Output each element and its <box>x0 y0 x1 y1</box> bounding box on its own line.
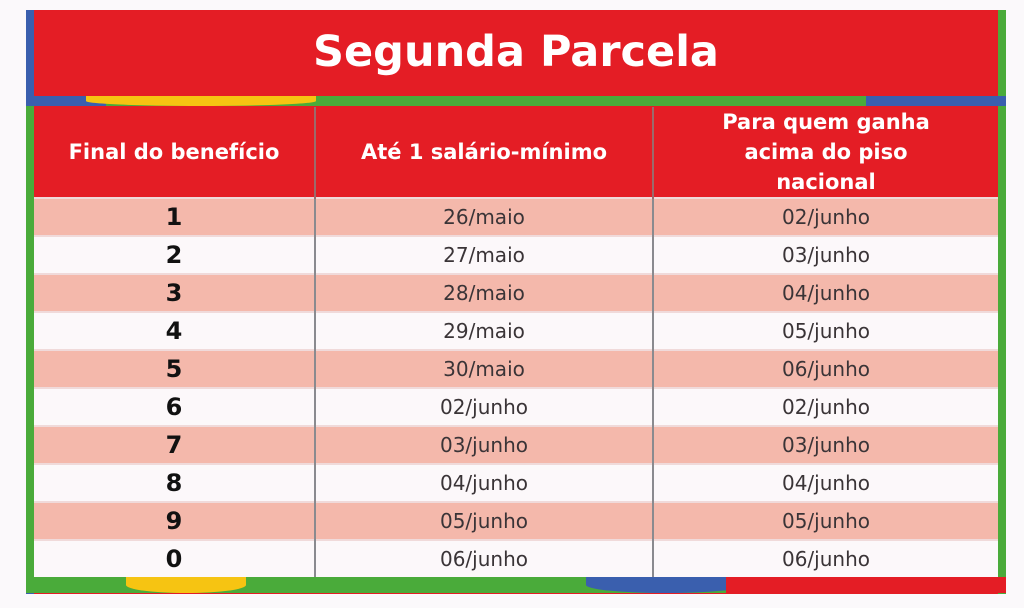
final-digit: 9 <box>34 501 316 540</box>
right-stripe <box>998 10 1006 594</box>
date-acima-piso: 02/junho <box>653 387 998 426</box>
date-ate-1-salario: 04/junho <box>315 463 654 502</box>
date-acima-piso: 04/junho <box>653 273 998 312</box>
date-ate-1-salario: 03/junho <box>315 425 654 464</box>
date-acima-piso: 03/junho <box>653 425 998 464</box>
header-row: Final do benefício Até 1 salário-mínimo … <box>34 107 998 198</box>
page-title: Segunda Parcela <box>313 27 719 77</box>
date-ate-1-salario: 05/junho <box>315 501 654 540</box>
table-row: 1 26/maio 02/junho <box>34 197 998 236</box>
table-row: 7 03/junho 03/junho <box>34 425 998 464</box>
final-digit: 0 <box>34 539 316 577</box>
decorative-band <box>26 96 1006 106</box>
header-final: Final do benefício <box>34 107 316 198</box>
final-digit: 5 <box>34 349 316 388</box>
final-digit: 6 <box>34 387 316 426</box>
table-row: 5 30/maio 06/junho <box>34 349 998 388</box>
date-acima-piso: 06/junho <box>653 539 998 577</box>
date-acima-piso: 05/junho <box>653 311 998 350</box>
date-ate-1-salario: 29/maio <box>315 311 654 350</box>
table-row: 9 05/junho 05/junho <box>34 501 998 540</box>
final-digit: 1 <box>34 197 316 236</box>
payment-schedule-table: Final do benefício Até 1 salário-mínimo … <box>34 107 998 577</box>
date-ate-1-salario: 30/maio <box>315 349 654 388</box>
table-row: 2 27/maio 03/junho <box>34 235 998 274</box>
date-ate-1-salario: 26/maio <box>315 197 654 236</box>
date-ate-1-salario: 02/junho <box>315 387 654 426</box>
date-acima-piso: 03/junho <box>653 235 998 274</box>
final-digit: 8 <box>34 463 316 502</box>
table-row: 3 28/maio 04/junho <box>34 273 998 312</box>
final-digit: 2 <box>34 235 316 274</box>
table-row: 4 29/maio 05/junho <box>34 311 998 350</box>
date-acima-piso: 02/junho <box>653 197 998 236</box>
date-acima-piso: 04/junho <box>653 463 998 502</box>
date-ate-1-salario: 27/maio <box>315 235 654 274</box>
table-row: 8 04/junho 04/junho <box>34 463 998 502</box>
table-row: 6 02/junho 02/junho <box>34 387 998 426</box>
left-stripe-green <box>26 100 34 580</box>
decorative-band-bottom <box>26 577 1006 593</box>
date-ate-1-salario: 06/junho <box>315 539 654 577</box>
final-digit: 3 <box>34 273 316 312</box>
final-digit: 7 <box>34 425 316 464</box>
date-acima-piso: 05/junho <box>653 501 998 540</box>
date-acima-piso: 06/junho <box>653 349 998 388</box>
table-row: 0 06/junho 06/junho <box>34 539 998 577</box>
header-salario: Até 1 salário-mínimo <box>315 107 654 198</box>
header-acima-piso: Para quem ganha acima do piso nacional <box>653 107 998 198</box>
date-ate-1-salario: 28/maio <box>315 273 654 312</box>
final-digit: 4 <box>34 311 316 350</box>
